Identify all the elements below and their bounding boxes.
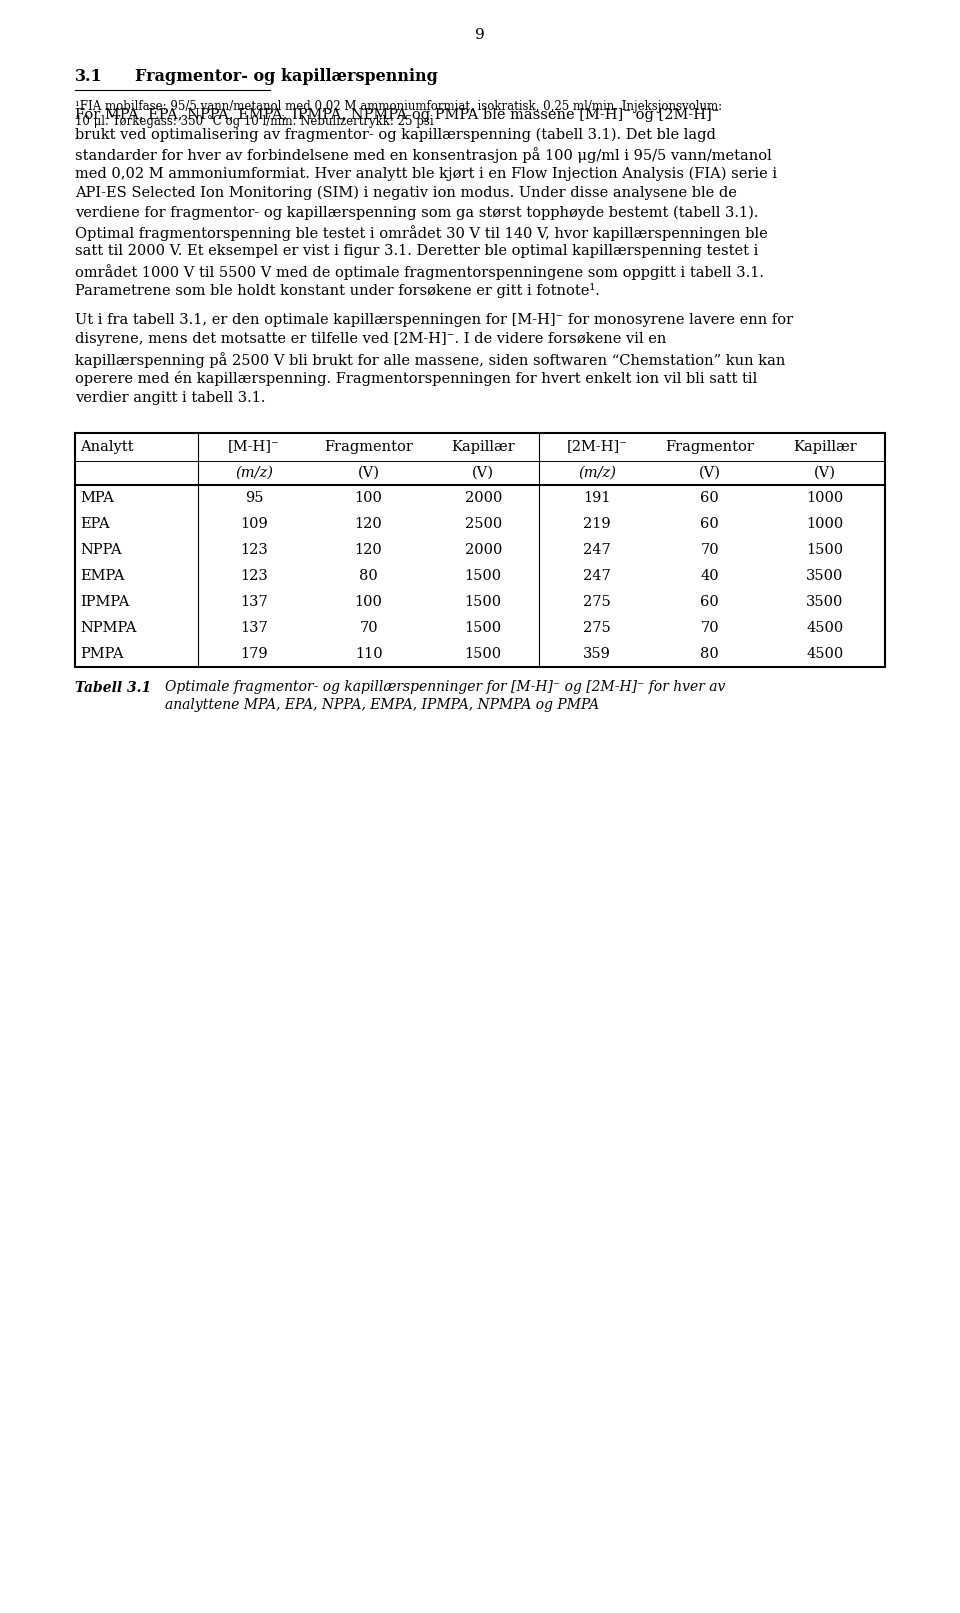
Text: 3500: 3500: [806, 568, 843, 582]
Text: verdier angitt i tabell 3.1.: verdier angitt i tabell 3.1.: [75, 390, 266, 405]
Text: 247: 247: [583, 568, 611, 582]
Text: 1500: 1500: [465, 595, 502, 608]
Text: Optimale fragmentor- og kapillærspenninger for [M-H]⁻ og [2M-H]⁻ for hver av: Optimale fragmentor- og kapillærspenning…: [165, 681, 726, 695]
Text: 1500: 1500: [465, 568, 502, 582]
Text: 9: 9: [475, 27, 485, 42]
Text: 123: 123: [240, 542, 268, 556]
Text: 4500: 4500: [806, 647, 843, 660]
Text: 2000: 2000: [465, 542, 502, 556]
Text: 120: 120: [355, 516, 382, 531]
Text: Kapillær: Kapillær: [793, 439, 856, 453]
Text: ¹FIA mobilfase: 95/5 vann/metanol med 0,02 M ammoniumformiat, isokratisk, 0,25 m: ¹FIA mobilfase: 95/5 vann/metanol med 0,…: [75, 100, 722, 113]
Text: Fragmentor: Fragmentor: [324, 439, 413, 453]
Text: 219: 219: [584, 516, 611, 531]
Text: 70: 70: [701, 542, 719, 556]
Text: 70: 70: [359, 621, 378, 634]
Text: Parametrene som ble holdt konstant under forsøkene er gitt i fotnote¹.: Parametrene som ble holdt konstant under…: [75, 284, 600, 298]
Text: 275: 275: [583, 621, 611, 634]
Text: 109: 109: [240, 516, 268, 531]
Text: analyttene MPA, EPA, NPPA, EMPA, IPMPA, NPMPA og PMPA: analyttene MPA, EPA, NPPA, EMPA, IPMPA, …: [165, 698, 599, 713]
Text: 3500: 3500: [806, 595, 843, 608]
Text: (V): (V): [814, 466, 835, 479]
Text: disyrene, mens det motsatte er tilfelle ved [2M-H]⁻. I de videre forsøkene vil e: disyrene, mens det motsatte er tilfelle …: [75, 332, 666, 347]
Text: API-ES Selected Ion Monitoring (SIM) i negativ ion modus. Under disse analysene : API-ES Selected Ion Monitoring (SIM) i n…: [75, 185, 737, 200]
Text: 110: 110: [355, 647, 382, 660]
Text: verdiene for fragmentor- og kapillærspenning som ga størst topphøyde bestemt (ta: verdiene for fragmentor- og kapillærspen…: [75, 205, 758, 219]
Text: (V): (V): [699, 466, 721, 479]
Text: 10 μl. Tørkegass: 350 °C og 10 l/min. Nebulizertrykk: 25 psi: 10 μl. Tørkegass: 350 °C og 10 l/min. Ne…: [75, 115, 434, 127]
Text: (V): (V): [472, 466, 494, 479]
Text: 100: 100: [354, 490, 383, 505]
Text: 60: 60: [700, 595, 719, 608]
Text: For MPA, EPA, NPPA, EMPA, IPMPA, NPMPA og PMPA ble massene [M-H]⁻ og [2M-H]⁻: For MPA, EPA, NPPA, EMPA, IPMPA, NPMPA o…: [75, 108, 719, 123]
Text: Tabell 3.1: Tabell 3.1: [75, 681, 151, 695]
Text: 80: 80: [700, 647, 719, 660]
Text: 179: 179: [240, 647, 268, 660]
Text: 1000: 1000: [806, 490, 843, 505]
Text: 275: 275: [583, 595, 611, 608]
Text: 137: 137: [240, 621, 268, 634]
Text: 40: 40: [701, 568, 719, 582]
Text: kapillærspenning på 2500 V bli brukt for alle massene, siden softwaren “Chemstat: kapillærspenning på 2500 V bli brukt for…: [75, 352, 785, 368]
Text: Analytt: Analytt: [80, 439, 133, 453]
Text: 2500: 2500: [465, 516, 502, 531]
Text: 60: 60: [700, 516, 719, 531]
Text: Kapillær: Kapillær: [451, 439, 516, 453]
Text: området 1000 V til 5500 V med de optimale fragmentorspenningene som oppgitt i ta: området 1000 V til 5500 V med de optimal…: [75, 265, 764, 281]
Text: [2M-H]⁻: [2M-H]⁻: [566, 439, 628, 453]
Text: 60: 60: [700, 490, 719, 505]
Text: (m/z): (m/z): [578, 466, 616, 479]
Text: Ut i fra tabell 3.1, er den optimale kapillærspenningen for [M-H]⁻ for monosyren: Ut i fra tabell 3.1, er den optimale kap…: [75, 313, 793, 327]
Text: 247: 247: [583, 542, 611, 556]
Text: NPPA: NPPA: [80, 542, 122, 556]
Text: operere med én kapillærspenning. Fragmentorspenningen for hvert enkelt ion vil b: operere med én kapillærspenning. Fragmen…: [75, 371, 757, 387]
Text: satt til 2000 V. Et eksempel er vist i figur 3.1. Deretter ble optimal kapillærs: satt til 2000 V. Et eksempel er vist i f…: [75, 245, 758, 258]
Text: 80: 80: [359, 568, 378, 582]
Text: 1500: 1500: [465, 621, 502, 634]
Text: [M-H]⁻: [M-H]⁻: [228, 439, 280, 453]
Text: PMPA: PMPA: [80, 647, 124, 660]
Text: 100: 100: [354, 595, 383, 608]
Text: EPA: EPA: [80, 516, 109, 531]
Text: MPA: MPA: [80, 490, 114, 505]
Text: 70: 70: [701, 621, 719, 634]
Text: 95: 95: [245, 490, 263, 505]
Text: 1500: 1500: [806, 542, 843, 556]
Text: 137: 137: [240, 595, 268, 608]
Text: brukt ved optimalisering av fragmentor- og kapillærspenning (tabell 3.1). Det bl: brukt ved optimalisering av fragmentor- …: [75, 127, 716, 142]
Text: 359: 359: [583, 647, 611, 660]
Text: 4500: 4500: [806, 621, 843, 634]
Text: EMPA: EMPA: [80, 568, 125, 582]
Text: 120: 120: [355, 542, 382, 556]
Text: NPMPA: NPMPA: [80, 621, 136, 634]
Text: IPMPA: IPMPA: [80, 595, 130, 608]
Text: 123: 123: [240, 568, 268, 582]
Text: standarder for hver av forbindelsene med en konsentrasjon på 100 μg/ml i 95/5 va: standarder for hver av forbindelsene med…: [75, 147, 772, 163]
Text: med 0,02 M ammoniumformiat. Hver analytt ble kjørt i en Flow Injection Analysis : med 0,02 M ammoniumformiat. Hver analytt…: [75, 166, 778, 181]
Text: 1500: 1500: [465, 647, 502, 660]
Text: (V): (V): [358, 466, 379, 479]
Text: Optimal fragmentorspenning ble testet i området 30 V til 140 V, hvor kapillærspe: Optimal fragmentorspenning ble testet i …: [75, 224, 768, 240]
Text: Fragmentor- og kapillærspenning: Fragmentor- og kapillærspenning: [135, 68, 438, 85]
Text: 3.1: 3.1: [75, 68, 103, 85]
Text: 1000: 1000: [806, 516, 843, 531]
Text: (m/z): (m/z): [235, 466, 273, 479]
Text: 2000: 2000: [465, 490, 502, 505]
Text: 191: 191: [584, 490, 611, 505]
Text: Fragmentor: Fragmentor: [665, 439, 754, 453]
